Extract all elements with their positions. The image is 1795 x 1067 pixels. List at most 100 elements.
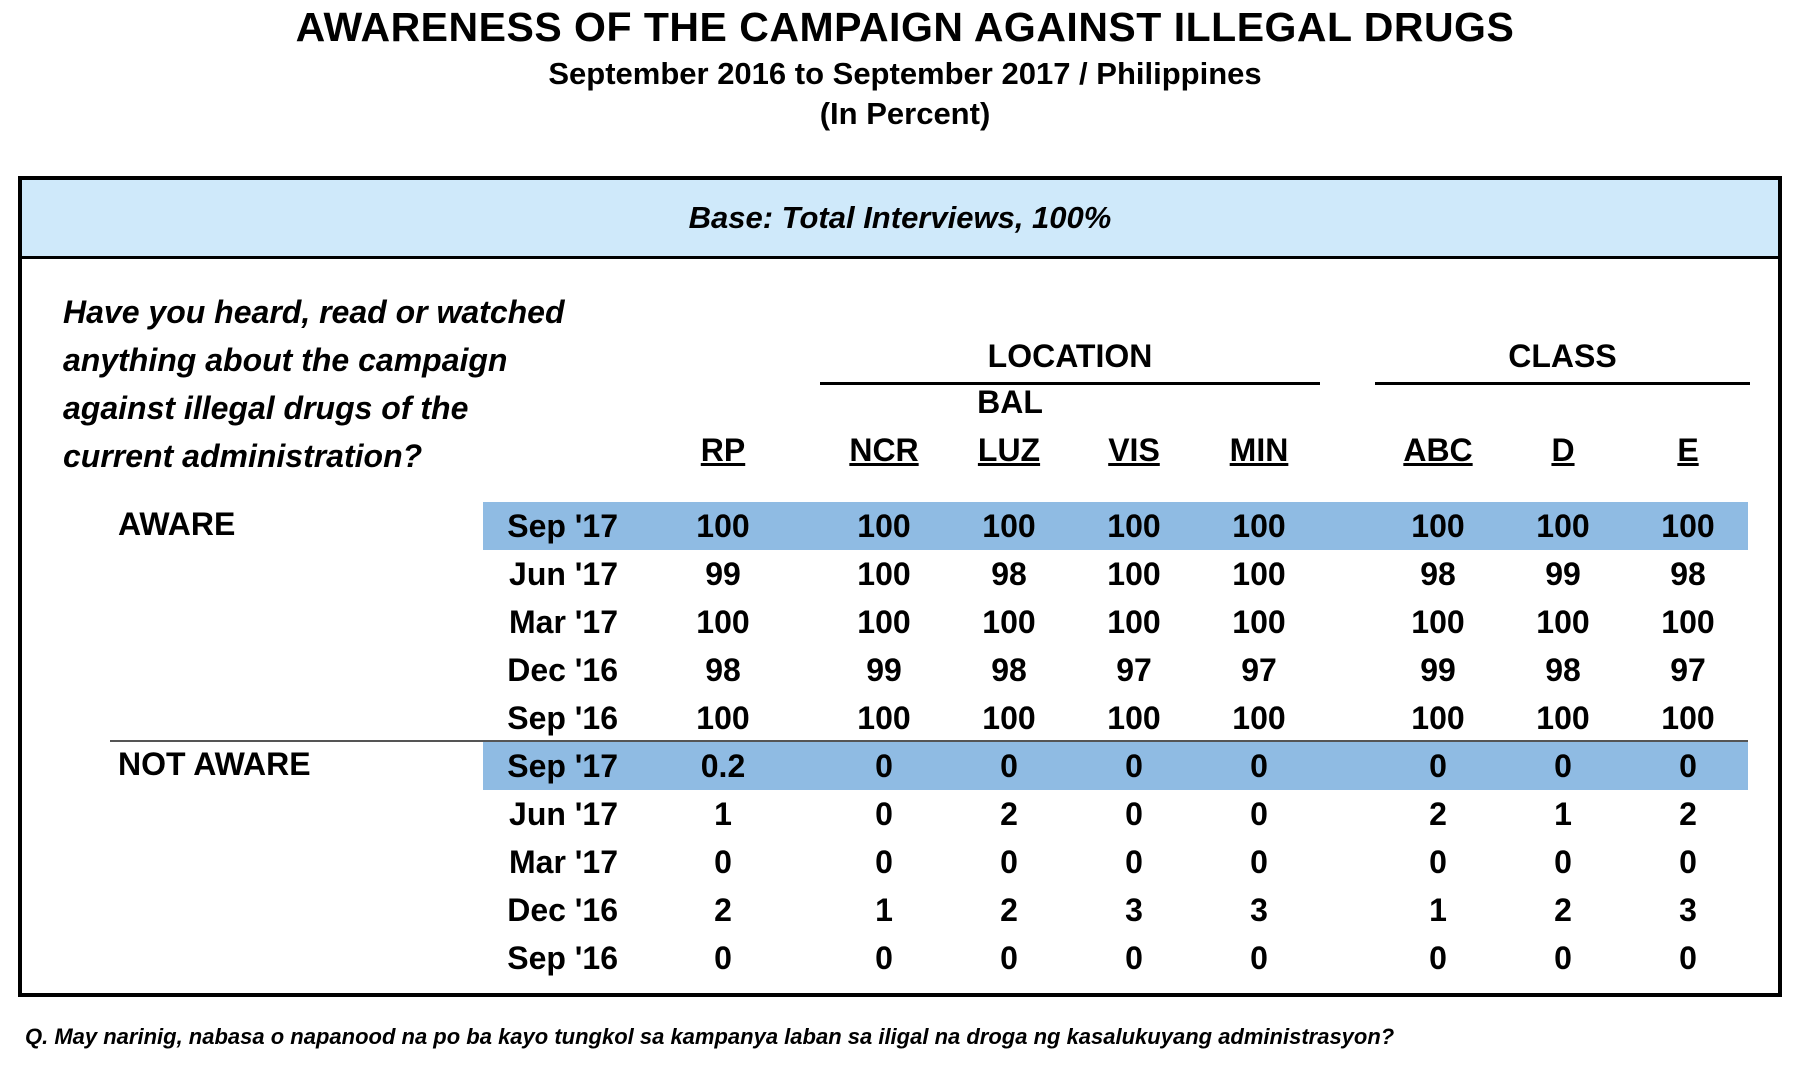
table-cell: 98 xyxy=(1545,652,1581,688)
table-cell: 1 xyxy=(1429,892,1447,928)
row-period: Sep '16 xyxy=(507,700,618,736)
table-cell: 2 xyxy=(714,892,732,928)
location-group-rule xyxy=(820,382,1320,385)
table-cell: 0 xyxy=(1000,940,1018,976)
table-cell: 97 xyxy=(1241,652,1277,688)
table-cell: 99 xyxy=(1420,652,1456,688)
question-line: Have you heard, read or watched xyxy=(63,294,565,330)
table-cell: 0 xyxy=(1250,796,1268,832)
table-cell: 98 xyxy=(991,652,1027,688)
table-cell: 0 xyxy=(1679,940,1697,976)
table-cell: 0 xyxy=(1250,844,1268,880)
table-cell: 100 xyxy=(1411,508,1465,544)
table-cell: 0 xyxy=(714,940,732,976)
survey-question: Have you heard, read or watched anything… xyxy=(63,288,623,480)
table-cell: 0 xyxy=(875,844,893,880)
column-header: E xyxy=(1677,432,1699,468)
table-cell: 97 xyxy=(1116,652,1152,688)
table-cell: 100 xyxy=(857,508,911,544)
table-cell: 100 xyxy=(982,700,1036,736)
location-group-label: LOCATION xyxy=(987,338,1153,374)
table-cell: 0 xyxy=(1250,940,1268,976)
table-cell: 0.2 xyxy=(700,748,746,784)
chart-title: AWARENESS OF THE CAMPAIGN AGAINST ILLEGA… xyxy=(295,4,1515,50)
table-cell: 100 xyxy=(857,556,911,592)
table-cell: 0 xyxy=(1125,748,1143,784)
table-cell: 100 xyxy=(1232,700,1286,736)
column-header: VIS xyxy=(1108,432,1160,468)
table-cell: 0 xyxy=(875,748,893,784)
table-cell: 99 xyxy=(1545,556,1581,592)
table-cell: 100 xyxy=(857,604,911,640)
question-line: current administration? xyxy=(63,438,423,474)
table-cell: 100 xyxy=(1232,604,1286,640)
highlight-row xyxy=(483,742,1748,790)
table-cell: 0 xyxy=(1554,940,1572,976)
row-period: Dec '16 xyxy=(507,892,618,928)
table-cell: 2 xyxy=(1679,796,1697,832)
table-cell: 3 xyxy=(1250,892,1268,928)
chart-subtitle: September 2016 to September 2017 / Phili… xyxy=(548,56,1262,91)
table-cell: 100 xyxy=(1536,700,1590,736)
table-cell: 0 xyxy=(1429,748,1447,784)
table-cell: 98 xyxy=(991,556,1027,592)
table-cell: 0 xyxy=(1000,844,1018,880)
table-cell: 100 xyxy=(1536,508,1590,544)
row-period: Dec '16 xyxy=(507,652,618,688)
base-band: Base: Total Interviews, 100% xyxy=(22,180,1778,259)
table-cell: 1 xyxy=(875,892,893,928)
table-cell: 0 xyxy=(1250,748,1268,784)
table-cell: 100 xyxy=(1107,700,1161,736)
table-cell: 0 xyxy=(1679,748,1697,784)
row-period: Sep '17 xyxy=(507,508,618,544)
table-cell: 1 xyxy=(714,796,732,832)
table-cell: 100 xyxy=(857,700,911,736)
table-cell: 1 xyxy=(1554,796,1572,832)
bal-prefix: BAL xyxy=(977,384,1043,420)
table-cell: 100 xyxy=(1107,508,1161,544)
row-period: Jun '17 xyxy=(509,556,618,592)
table-cell: 100 xyxy=(696,604,750,640)
table-cell: 2 xyxy=(1429,796,1447,832)
table-cell: 0 xyxy=(1429,844,1447,880)
question-line: against illegal drugs of the xyxy=(63,390,469,426)
table-cell: 99 xyxy=(866,652,902,688)
table-cell: 3 xyxy=(1679,892,1697,928)
table-cell: 98 xyxy=(1670,556,1706,592)
table-frame xyxy=(18,176,1782,997)
table-cell: 100 xyxy=(1661,700,1715,736)
class-group-rule xyxy=(1375,382,1750,385)
column-header: NCR xyxy=(849,432,919,468)
table-cell: 0 xyxy=(1000,748,1018,784)
table-cell: 0 xyxy=(1125,940,1143,976)
column-header: MIN xyxy=(1229,432,1289,468)
table-cell: 100 xyxy=(1411,604,1465,640)
table-cell: 0 xyxy=(875,796,893,832)
table-cell: 100 xyxy=(696,508,750,544)
table-cell: 0 xyxy=(1679,844,1697,880)
class-group-label: CLASS xyxy=(1508,338,1617,374)
table-cell: 0 xyxy=(1125,796,1143,832)
row-period: Sep '16 xyxy=(507,940,618,976)
table-cell: 0 xyxy=(875,940,893,976)
table-cell: 97 xyxy=(1670,652,1706,688)
row-period: Mar '17 xyxy=(509,844,618,880)
column-header: RP xyxy=(700,432,746,468)
table-cell: 100 xyxy=(696,700,750,736)
table-cell: 100 xyxy=(1232,508,1286,544)
table-cell: 0 xyxy=(1125,844,1143,880)
chart-unit: (In Percent) xyxy=(819,96,991,131)
table-cell: 2 xyxy=(1000,796,1018,832)
footnote: Q. May narinig, nabasa o napanood na po … xyxy=(25,1024,1395,1049)
table-cell: 0 xyxy=(1429,940,1447,976)
section-label: NOT AWARE xyxy=(118,746,311,782)
table-cell: 2 xyxy=(1000,892,1018,928)
table-cell: 98 xyxy=(1420,556,1456,592)
table-cell: 100 xyxy=(1107,604,1161,640)
column-header: LUZ xyxy=(977,432,1041,468)
table-cell: 0 xyxy=(1554,844,1572,880)
table-cell: 100 xyxy=(1232,556,1286,592)
table-cell: 3 xyxy=(1125,892,1143,928)
table-cell: 98 xyxy=(705,652,741,688)
table-cell: 100 xyxy=(1107,556,1161,592)
